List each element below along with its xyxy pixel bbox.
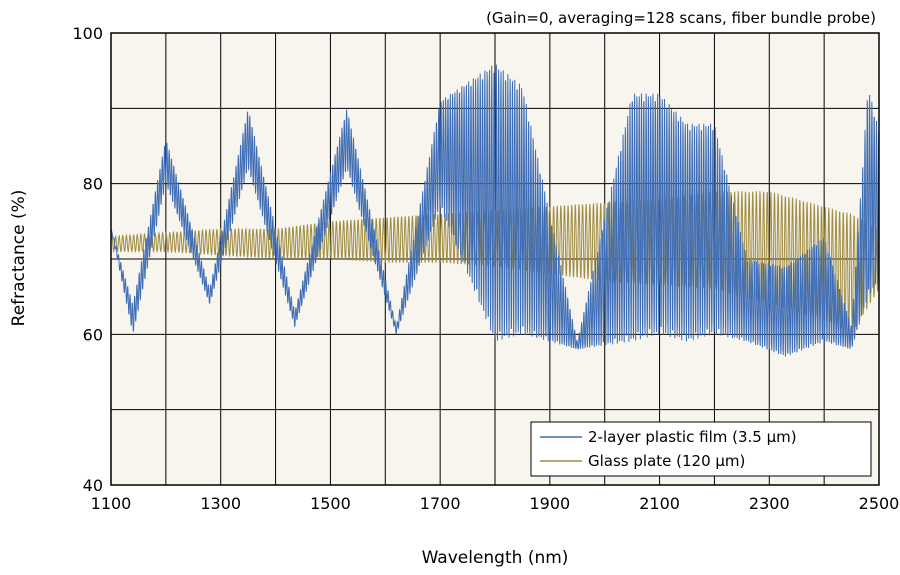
legend-label-glass: Glass plate (120 µm) [588, 452, 745, 470]
legend: 2-layer plastic film (3.5 µm) Glass plat… [530, 421, 872, 477]
series-lines [110, 64, 880, 357]
x-tick-label: 1700 [420, 494, 461, 513]
x-tick-label: 1100 [91, 494, 132, 513]
chart-annotation: (Gain=0, averaging=128 scans, fiber bund… [486, 9, 876, 27]
x-tick-label: 2300 [749, 494, 790, 513]
x-axis-title: Wavelength (nm) [422, 548, 569, 568]
y-tick-label: 80 [83, 175, 103, 194]
y-tick-label: 100 [72, 24, 103, 43]
legend-label-plastic: 2-layer plastic film (3.5 µm) [588, 428, 797, 446]
y-tick-label: 60 [83, 325, 103, 344]
y-tick-label: 40 [83, 476, 103, 495]
x-tick-label: 1900 [529, 494, 570, 513]
legend-box [530, 421, 872, 477]
x-axis: 1100 1300 1500 1700 1900 2100 2300 2500 [91, 494, 900, 513]
x-tick-label: 2100 [639, 494, 680, 513]
y-axis: 40 60 80 100 [72, 24, 103, 495]
x-tick-label: 1300 [200, 494, 241, 513]
series-line-plastic-film [110, 64, 880, 357]
x-tick-label: 2500 [859, 494, 900, 513]
plot-border [110, 32, 880, 486]
y-axis-title: Refractance (%) [9, 190, 29, 327]
x-tick-label: 1500 [310, 494, 351, 513]
